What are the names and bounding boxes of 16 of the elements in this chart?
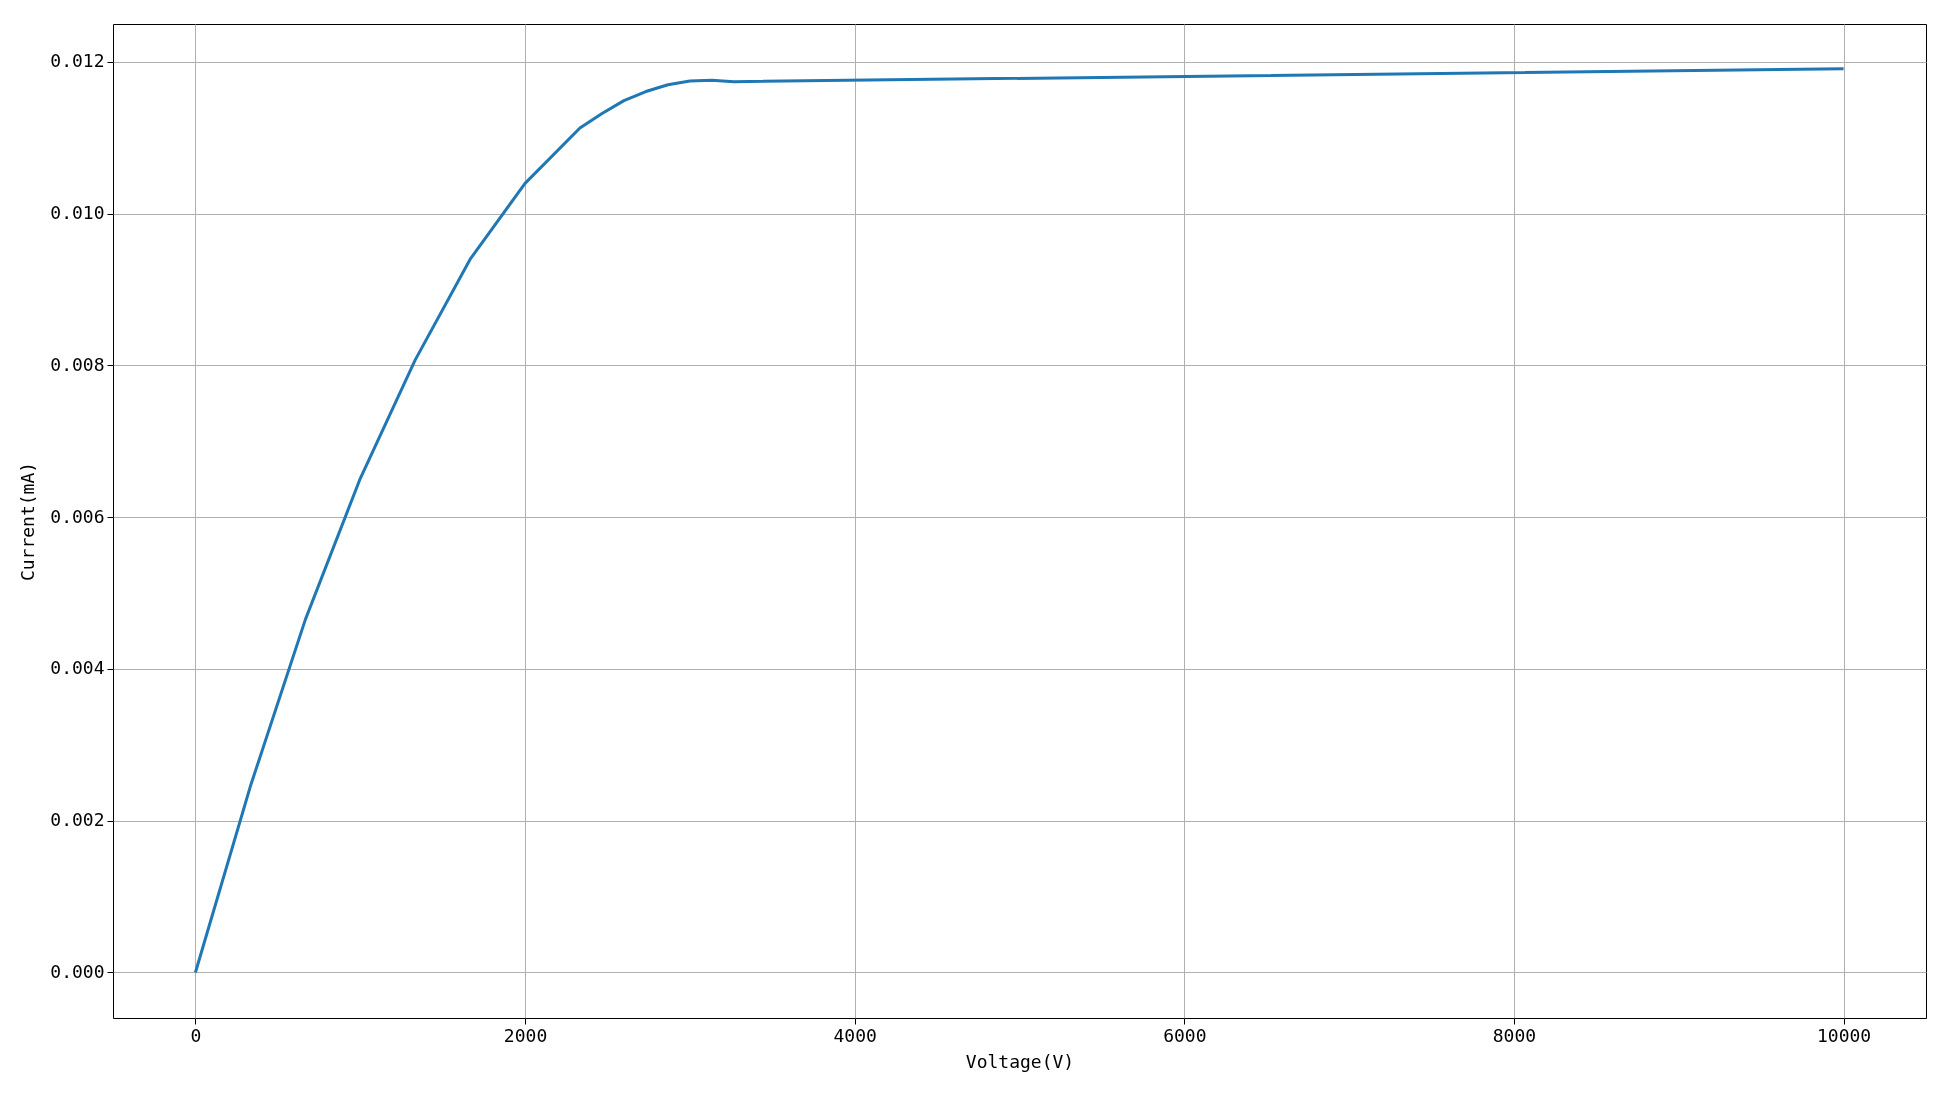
x-tick-label: 10000 [1817,1024,1872,1046]
y-tick-label: 0.004 [50,657,105,679]
x-tick-label: 0 [190,1024,202,1046]
y-tick-label: 0.008 [50,353,105,375]
x-tick-label: 6000 [1163,1024,1207,1046]
y-axis-title: Current(mA) [17,461,39,582]
line-series [193,67,1846,974]
y-tick-label: 0.012 [50,50,105,72]
x-tick-label: 2000 [503,1024,548,1046]
x-axis-title: Voltage(V) [965,1050,1075,1072]
y-tick-label: 0.006 [50,505,105,527]
y-tick-label: 0.010 [50,202,105,224]
x-tick-label: 8000 [1492,1024,1537,1046]
y-tick-label: 0.000 [50,960,105,982]
y-tick-label: 0.002 [50,809,105,831]
x-tick-label: 4000 [833,1024,877,1046]
